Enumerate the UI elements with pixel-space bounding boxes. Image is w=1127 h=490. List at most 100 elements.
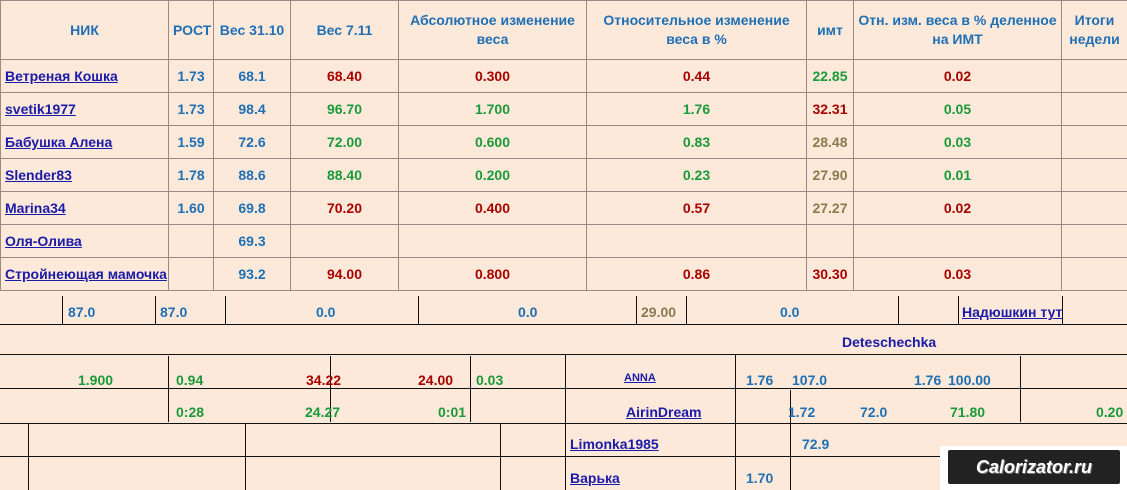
glitch-nick[interactable]: AirinDream: [626, 404, 701, 420]
glitch-cell: 0.03: [476, 372, 504, 388]
glitch-vline: [418, 296, 419, 324]
rel-bmi-cell: 0.01: [853, 158, 1062, 192]
glitch-line: [0, 456, 1127, 457]
header-weight-1: Вес 31.10: [213, 0, 291, 60]
rel-change-cell: 0.44: [586, 59, 807, 93]
glitch-nick[interactable]: Limonka1985: [570, 436, 659, 452]
rel-change-cell-value: 1.76: [682, 101, 711, 117]
abs-change-cell: 0.300: [398, 59, 587, 93]
glitch-vline: [735, 354, 736, 490]
glitch-line: [0, 354, 1127, 355]
nick-cell: Стройнеющая мамочка: [0, 257, 169, 291]
rel-bmi-cell-value: 0.03: [943, 266, 972, 282]
weight-1-cell: 72.6: [213, 125, 291, 159]
weight-1-cell: 68.1: [213, 59, 291, 93]
weight-2-cell: 94.00: [290, 257, 399, 291]
weight-2-cell-value: 72.00: [326, 134, 363, 150]
glitch-vline: [958, 296, 959, 324]
glitch-vline: [898, 296, 899, 324]
glitch-cell: 1.76: [746, 372, 774, 388]
weight-1-cell-value: 69.3: [238, 233, 266, 249]
glitch-vline: [28, 424, 29, 490]
glitch-nick-link[interactable]: ANNA: [624, 372, 656, 384]
rel-bmi-cell: [853, 224, 1062, 258]
rel-change-cell: 0.57: [586, 191, 807, 225]
height-cell: 1.60: [168, 191, 214, 225]
bmi-cell-value: 28.48: [812, 134, 848, 150]
glitch-cell: 0:01: [438, 404, 467, 420]
nick-link[interactable]: Marina34: [5, 200, 66, 216]
glitch-vline: [155, 296, 156, 324]
abs-change-cell-value: 0.400: [474, 200, 511, 216]
weight-1-cell-value: 69.8: [238, 200, 266, 216]
header-height: РОСТ: [168, 0, 214, 60]
glitch-nick-link[interactable]: Deteschechka: [842, 334, 937, 348]
abs-change-cell: 0.600: [398, 125, 587, 159]
totals-cell: [1061, 191, 1127, 225]
weight-2-cell: 70.20: [290, 191, 399, 225]
glitch-vline: [636, 296, 637, 324]
weight-1-cell-value: 72.6: [238, 134, 266, 150]
glitch-line: [0, 324, 1127, 325]
header-rel-change: Относительное изменение веса в %: [586, 0, 807, 60]
totals-cell: [1061, 158, 1127, 192]
glitch-nick-link[interactable]: Limonka1985: [570, 436, 659, 452]
rel-bmi-cell-value: 0.01: [943, 167, 972, 183]
glitch-cell: 71.80: [950, 404, 986, 420]
glitch-nick[interactable]: ANNA: [624, 372, 656, 384]
header-weight-2: Вес 7.11: [290, 0, 399, 60]
nick-link[interactable]: svetik1977: [5, 101, 76, 117]
glitch-nick-link[interactable]: Варька: [570, 470, 620, 486]
header-abs-change: Абсолютное изменение веса: [398, 0, 587, 60]
table-row: svetik1977 1.73 98.4 96.70 1.700 1.76 32.31 0.0…: [0, 92, 1127, 126]
nick-cell: Бабушка Алена: [0, 125, 169, 159]
height-cell: 1.78: [168, 158, 214, 192]
height-cell: [168, 224, 214, 258]
glitch-cell: 29.00: [641, 304, 677, 320]
header-bmi: имт: [806, 0, 854, 60]
weight-2-cell-value: 88.40: [326, 167, 363, 183]
rel-change-cell: 0.86: [586, 257, 807, 291]
glitch-cell: 0:28: [176, 404, 205, 420]
glitch-vline: [330, 356, 331, 422]
glitch-cell: 72.0: [860, 404, 888, 420]
abs-change-cell: 0.400: [398, 191, 587, 225]
glitch-nick[interactable]: Deteschechka: [842, 334, 992, 348]
header-totals: Итоги недели: [1061, 0, 1127, 60]
rel-bmi-cell-value: 0.02: [943, 200, 972, 216]
nick-link[interactable]: Оля-Олива: [5, 233, 82, 249]
nick-link[interactable]: Бабушка Алена: [5, 134, 113, 150]
weight-2-cell: [290, 224, 399, 258]
height-cell: 1.73: [168, 59, 214, 93]
nick-link[interactable]: Ветреная Кошка: [5, 68, 118, 84]
bmi-cell: [806, 224, 854, 258]
rel-change-cell: 0.23: [586, 158, 807, 192]
nick-link[interactable]: Стройнеющая мамочка: [5, 266, 167, 282]
bmi-cell-value: 30.30: [812, 266, 848, 282]
glitch-cell: 107.0: [792, 372, 828, 388]
rel-change-cell-value: 0.83: [682, 134, 711, 150]
rel-bmi-cell-value: 0.05: [943, 101, 972, 117]
rel-change-cell-value: 0.44: [682, 68, 711, 84]
weight-2-cell: 68.40: [290, 59, 399, 93]
rel-bmi-cell: 0.02: [853, 191, 1062, 225]
weight-2-cell-value: 70.20: [326, 200, 363, 216]
glitch-nick[interactable]: Надюшкин тут: [962, 304, 1062, 320]
table-row: Marina34 1.60 69.8 70.20 0.400 0.57 27.27 0.02: [0, 191, 1127, 225]
abs-change-cell-value: 0.800: [474, 266, 511, 282]
glitch-cell: 100.00: [948, 372, 991, 388]
glitch-nick-link[interactable]: AirinDream: [626, 404, 702, 420]
height-cell: 1.73: [168, 92, 214, 126]
weight-2-cell: 96.70: [290, 92, 399, 126]
glitch-nick[interactable]: Варька: [570, 470, 620, 486]
totals-cell: [1061, 257, 1127, 291]
table-row: Бабушка Алена 1.59 72.6 72.00 0.600 0.83 28.48…: [0, 125, 1127, 159]
site-logo: Calorizator.ru: [948, 450, 1120, 484]
bmi-cell-value: 22.85: [812, 68, 848, 84]
height-cell-value: 1.78: [177, 167, 205, 183]
glitched-rows-area: 87.0 87.0 0.0 0.0 29.00 0.0 Надюшкин тут…: [0, 296, 1127, 490]
rel-change-cell-value: 0.86: [682, 266, 711, 282]
nick-link[interactable]: Slender83: [5, 167, 72, 183]
weight-1-cell-value: 98.4: [238, 101, 266, 117]
glitch-nick-link[interactable]: Надюшкин тут: [962, 304, 1063, 320]
